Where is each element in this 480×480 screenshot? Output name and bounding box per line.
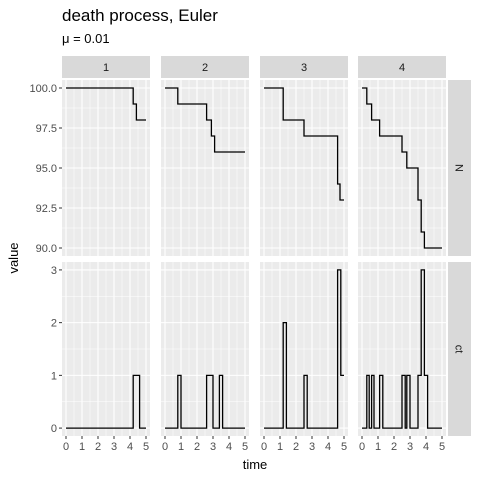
- chart-title: death process, Euler: [62, 6, 218, 25]
- y-tick-label: 0: [51, 423, 57, 435]
- x-tick-label: 0: [359, 441, 365, 453]
- series-line-N-2: [165, 87, 245, 153]
- x-tick-label: 1: [178, 441, 184, 453]
- series-line-ct-3: [264, 269, 344, 429]
- y-tick-label: 95.0: [36, 163, 57, 175]
- column-strip-3: [260, 56, 348, 78]
- y-axis-title: value: [6, 242, 21, 273]
- x-tick-label: 0: [162, 441, 168, 453]
- y-tick-label: 1: [51, 370, 57, 382]
- series-line-N-1: [66, 87, 146, 121]
- x-tick-label: 4: [226, 441, 232, 453]
- y-tick-label: 100.0: [29, 83, 57, 95]
- column-strip-label: 1: [103, 62, 109, 74]
- column-strip-4: [358, 56, 446, 78]
- series-line-N-3: [264, 87, 344, 201]
- series-line-N-4: [362, 87, 442, 249]
- y-tick-label: 90.0: [36, 243, 57, 255]
- series-line-ct-2: [165, 374, 245, 429]
- x-tick-label: 1: [277, 441, 283, 453]
- column-strip-2: [161, 56, 249, 78]
- column-strip-label: 3: [301, 62, 307, 74]
- x-tick-label: 3: [210, 441, 216, 453]
- x-tick-label: 5: [242, 441, 248, 453]
- x-tick-label: 0: [63, 441, 69, 453]
- x-tick-label: 2: [194, 441, 200, 453]
- x-tick-label: 5: [439, 441, 445, 453]
- y-tick-label: 92.5: [36, 203, 57, 215]
- x-tick-label: 2: [391, 441, 397, 453]
- row-strip-label: ct: [453, 345, 465, 354]
- x-tick-label: 0: [261, 441, 267, 453]
- x-tick-label: 1: [79, 441, 85, 453]
- y-tick-label: 97.5: [36, 123, 57, 135]
- row-strip-label: N: [453, 164, 465, 172]
- column-strip-label: 4: [399, 62, 405, 74]
- x-tick-label: 4: [423, 441, 429, 453]
- x-tick-label: 5: [143, 441, 149, 453]
- x-tick-label: 4: [325, 441, 331, 453]
- x-tick-label: 4: [127, 441, 133, 453]
- column-strip-label: 2: [202, 62, 208, 74]
- x-tick-label: 3: [407, 441, 413, 453]
- series-line-ct-4: [362, 269, 442, 429]
- series-line-ct-1: [66, 374, 146, 429]
- x-tick-label: 3: [309, 441, 315, 453]
- y-tick-label: 3: [51, 265, 57, 277]
- x-axis-title: time: [243, 457, 268, 472]
- column-strip-1: [62, 56, 150, 78]
- x-tick-label: 2: [95, 441, 101, 453]
- row-strip-N: [448, 80, 471, 256]
- x-tick-label: 1: [375, 441, 381, 453]
- row-strip-ct: [448, 262, 471, 436]
- x-tick-label: 5: [341, 441, 347, 453]
- x-tick-label: 3: [111, 441, 117, 453]
- chart-subtitle: μ = 0.01: [62, 31, 110, 46]
- y-tick-label: 2: [51, 318, 57, 330]
- x-tick-label: 2: [293, 441, 299, 453]
